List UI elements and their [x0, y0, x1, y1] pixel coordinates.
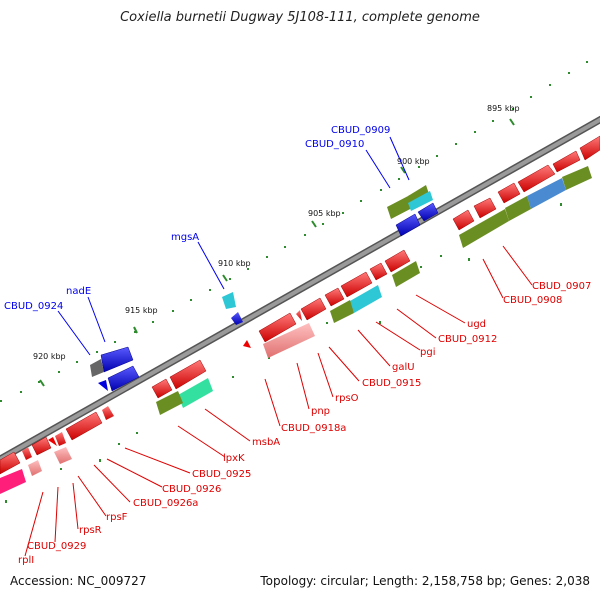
gene-label-rpsf: rpsF: [106, 512, 128, 523]
gene-label-rpso: rpsO: [335, 393, 359, 404]
gene-label-rpli: rplI: [18, 555, 34, 566]
top-gene-labels: CBUD_0909 CBUD_0910 mgsA nadE CBUD_0924: [4, 125, 390, 312]
gene-label-cbud-0924: CBUD_0924: [4, 301, 63, 312]
topology-text: Topology: circular; Length: 2,158,758 bp…: [260, 574, 590, 588]
gene-label-cbud-0929: CBUD_0929: [27, 541, 86, 552]
gene-label-cbud-0909: CBUD_0909: [331, 125, 390, 136]
gene-label-cbud-0912: CBUD_0912: [438, 334, 497, 345]
scale-label-905: 905 kbp: [308, 209, 341, 218]
scale-labels: 895 kbp 900 kbp 905 kbp 910 kbp 915 kbp …: [33, 104, 520, 361]
gene-label-lpxk: lpxK: [223, 453, 245, 464]
gene-label-cbud-0908: CBUD_0908: [503, 295, 562, 306]
gene-label-cbud-0926: CBUD_0926: [162, 484, 221, 495]
gene-label-ugd: ugd: [467, 319, 486, 330]
gene-label-cbud-0926a: CBUD_0926a: [133, 498, 198, 509]
scale-label-910: 910 kbp: [218, 259, 251, 268]
gene-label-cbud-0925: CBUD_0925: [192, 469, 251, 480]
reverse-genes: [98, 202, 439, 392]
top-callouts: [57, 136, 410, 356]
scale-label-915: 915 kbp: [125, 306, 158, 315]
gene-label-cbud-0907: CBUD_0907: [532, 281, 591, 292]
bottom-callouts: [24, 245, 533, 557]
gene-label-galu: galU: [392, 362, 415, 373]
gene-label-rpsr: rpsR: [79, 525, 102, 536]
scale-label-920: 920 kbp: [33, 352, 66, 361]
gene-label-cbud-0918a: CBUD_0918a: [281, 423, 346, 434]
bottom-gene-labels: CBUD_0907 CBUD_0908 ugd CBUD_0912 pgi ga…: [18, 281, 591, 566]
gene-label-pgi: pgi: [420, 347, 435, 358]
gene-label-nade: nadE: [66, 286, 91, 297]
scale-label-900: 900 kbp: [397, 157, 430, 166]
accession-text: Accession: NC_009727: [10, 574, 147, 588]
map-title: Coxiella burnetii Dugway 5J108-111, comp…: [120, 10, 480, 25]
gene-label-cbud-0910: CBUD_0910: [305, 139, 364, 150]
gene-label-pnp: pnp: [311, 406, 330, 417]
forward-genes: [0, 135, 600, 475]
category-bars: [90, 166, 592, 415]
gene-label-msba: msbA: [252, 437, 280, 448]
genome-backbone: [0, 115, 600, 464]
scale-label-895: 895 kbp: [487, 104, 520, 113]
gene-label-cbud-0915: CBUD_0915: [362, 378, 421, 389]
pink-features: [0, 323, 315, 494]
gene-label-mgsa: mgsA: [171, 232, 199, 243]
scale-ticks: [0, 61, 588, 503]
